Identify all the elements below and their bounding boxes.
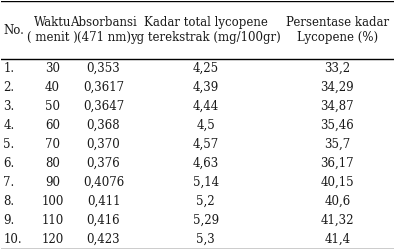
Text: 35,7: 35,7 [323,138,350,151]
Text: 0,423: 0,423 [87,232,120,245]
Text: 4.: 4. [3,119,14,132]
Text: 33,2: 33,2 [323,62,349,75]
Text: 70: 70 [45,138,60,151]
Text: 4,5: 4,5 [196,119,215,132]
Text: 0,376: 0,376 [87,156,120,170]
Text: 10.: 10. [3,232,22,245]
Text: Waktu
( menit ): Waktu ( menit ) [27,16,78,44]
Text: 0,3647: 0,3647 [83,100,124,113]
Text: 7.: 7. [3,176,14,188]
Text: 0,4076: 0,4076 [83,176,124,188]
Text: 3.: 3. [3,100,14,113]
Text: 0,370: 0,370 [87,138,120,151]
Text: 40: 40 [45,81,60,94]
Text: 35,46: 35,46 [320,119,353,132]
Text: Kadar total lycopene
yg terekstrak (mg/100gr): Kadar total lycopene yg terekstrak (mg/1… [130,16,280,44]
Text: 5,3: 5,3 [196,232,215,245]
Text: 1.: 1. [3,62,14,75]
Text: 4,25: 4,25 [192,62,218,75]
Text: 80: 80 [45,156,60,170]
Text: 4,63: 4,63 [192,156,218,170]
Text: 5,29: 5,29 [192,214,218,226]
Text: 2.: 2. [3,81,14,94]
Text: 41,4: 41,4 [323,232,349,245]
Text: 8.: 8. [3,194,14,207]
Text: 110: 110 [41,214,63,226]
Text: 0,3617: 0,3617 [83,81,124,94]
Text: 30: 30 [45,62,60,75]
Text: Persentase kadar
Lycopene (%): Persentase kadar Lycopene (%) [285,16,388,44]
Text: 5,14: 5,14 [192,176,218,188]
Text: 0,368: 0,368 [87,119,120,132]
Text: 5.: 5. [3,138,14,151]
Text: Absorbansi
(471 nm): Absorbansi (471 nm) [70,16,137,44]
Text: 0,416: 0,416 [87,214,120,226]
Text: 50: 50 [45,100,60,113]
Text: 120: 120 [41,232,63,245]
Text: 36,17: 36,17 [320,156,353,170]
Text: 4,57: 4,57 [192,138,218,151]
Text: 41,32: 41,32 [320,214,353,226]
Text: No.: No. [3,24,24,36]
Text: 34,87: 34,87 [320,100,353,113]
Text: 60: 60 [45,119,60,132]
Text: 0,411: 0,411 [87,194,120,207]
Text: 0,353: 0,353 [87,62,120,75]
Text: 6.: 6. [3,156,14,170]
Text: 40,15: 40,15 [320,176,353,188]
Text: 4,39: 4,39 [192,81,218,94]
Text: 34,29: 34,29 [320,81,353,94]
Text: 9.: 9. [3,214,14,226]
Text: 4,44: 4,44 [192,100,218,113]
Text: 90: 90 [45,176,60,188]
Text: 5,2: 5,2 [196,194,215,207]
Text: 40,6: 40,6 [323,194,350,207]
Text: 100: 100 [41,194,63,207]
